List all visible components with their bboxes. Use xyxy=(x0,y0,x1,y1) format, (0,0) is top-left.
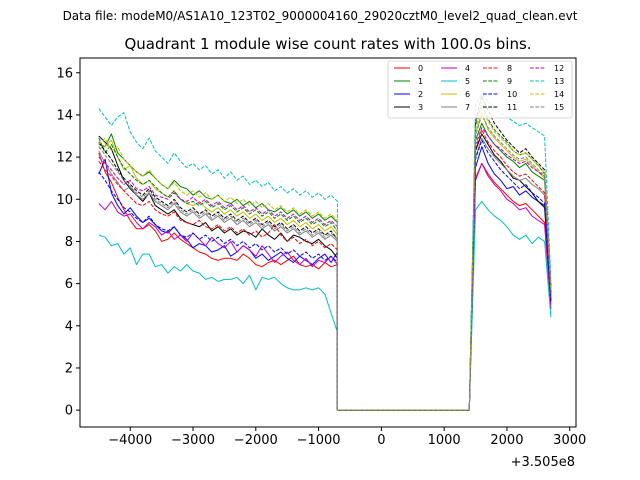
chart-title: Quadrant 1 module wise count rates with … xyxy=(124,35,531,53)
series-line-15 xyxy=(98,114,552,411)
series-line-12 xyxy=(98,127,552,411)
legend-label-7: 7 xyxy=(465,103,470,112)
y-tick-label: 14 xyxy=(56,108,73,123)
x-tick-label: −3000 xyxy=(171,433,215,448)
legend-label-5: 5 xyxy=(465,77,470,86)
series-layer xyxy=(98,93,552,411)
x-axis: −4000 −3000 −2000 −1000 0 1000 2000 3000 xyxy=(108,427,586,448)
x-tick-label: −2000 xyxy=(234,433,278,448)
y-tick-label: 0 xyxy=(65,404,73,419)
series-line-5 xyxy=(98,200,552,411)
series-line-14 xyxy=(98,108,552,411)
x-tick-label: −4000 xyxy=(108,433,152,448)
series-line-9 xyxy=(98,103,552,411)
y-tick-label: 10 xyxy=(56,193,73,208)
legend-label-15: 15 xyxy=(554,103,564,112)
legend-label-9: 9 xyxy=(507,77,512,86)
y-tick-label: 8 xyxy=(65,235,73,250)
axes-frame xyxy=(79,57,577,428)
x-tick-label: 0 xyxy=(377,433,385,448)
x-offset-text: +3.505e8 xyxy=(511,455,575,470)
x-tick-label: 2000 xyxy=(490,433,523,448)
legend-label-8: 8 xyxy=(507,64,512,73)
legend-label-4: 4 xyxy=(465,64,470,73)
x-tick-label: −1000 xyxy=(297,433,341,448)
y-tick-label: 16 xyxy=(56,66,73,81)
legend-label-10: 10 xyxy=(507,90,517,99)
legend-label-3: 3 xyxy=(418,103,423,112)
series-line-11 xyxy=(98,95,552,411)
legend-label-2: 2 xyxy=(418,90,423,99)
legend-label-14: 14 xyxy=(554,90,564,99)
legend-label-12: 12 xyxy=(554,64,564,73)
x-tick-label: 3000 xyxy=(553,433,586,448)
suptitle: Data file: modeM0/AS1A10_123T02_90000041… xyxy=(63,9,578,23)
y-tick-label: 12 xyxy=(56,151,73,166)
y-tick-label: 2 xyxy=(65,361,73,376)
y-tick-label: 6 xyxy=(65,277,73,292)
legend-box xyxy=(387,60,573,119)
plot-area xyxy=(80,58,576,427)
y-tick-label: 4 xyxy=(65,319,73,334)
legend-label-6: 6 xyxy=(465,90,470,99)
x-tick-label: 1000 xyxy=(428,433,461,448)
series-line-8 xyxy=(98,129,552,411)
legend-label-11: 11 xyxy=(507,103,517,112)
legend-label-0: 0 xyxy=(418,64,423,73)
y-axis: 0 2 4 6 8 10 12 14 16 xyxy=(56,66,80,419)
legend-label-1: 1 xyxy=(418,77,423,86)
legend-label-13: 13 xyxy=(554,77,564,86)
series-line-13 xyxy=(98,93,552,411)
